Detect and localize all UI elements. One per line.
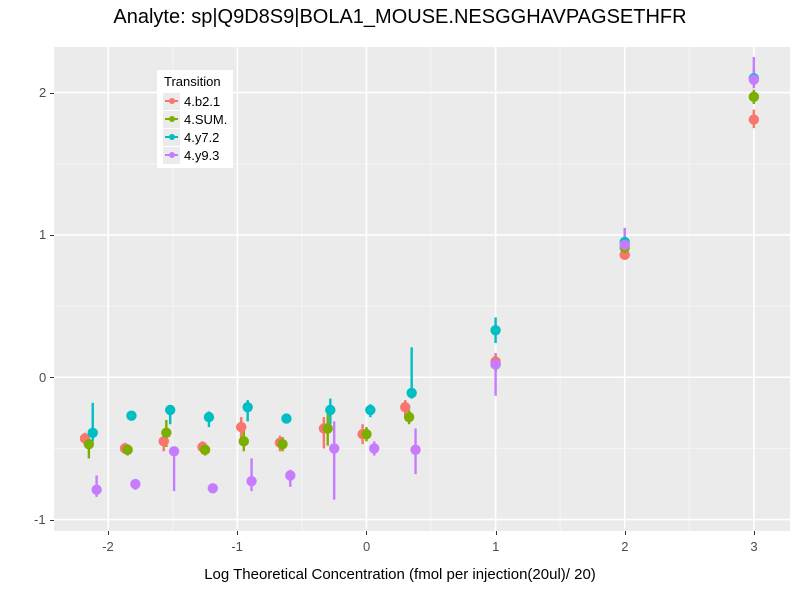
legend-key-icon bbox=[163, 110, 180, 128]
data-point bbox=[158, 436, 169, 447]
y-tick-label: -1 bbox=[34, 512, 46, 528]
data-point bbox=[748, 74, 760, 85]
legend-item-4-y7-2[interactable]: 4.y7.2 bbox=[163, 128, 227, 146]
legend: Transition 4.b2.1 4.SUM. 4.y7.2 4.y9.3 bbox=[157, 70, 234, 168]
data-point bbox=[281, 413, 292, 424]
data-point bbox=[236, 421, 247, 433]
data-point bbox=[203, 411, 215, 423]
x-tick-label: 0 bbox=[362, 539, 371, 554]
data-point bbox=[322, 423, 333, 434]
data-point bbox=[130, 478, 141, 490]
y-tick-mark bbox=[50, 92, 54, 94]
legend-label: 4.y7.2 bbox=[184, 129, 220, 145]
legend-key-icon bbox=[163, 92, 180, 110]
legend-key-icon bbox=[163, 146, 180, 164]
legend-item-4-sum-[interactable]: 4.SUM. bbox=[163, 110, 227, 128]
chart-title: Analyte: sp|Q9D8S9|BOLA1_MOUSE.NESGGHAVP… bbox=[113, 6, 687, 28]
data-point bbox=[361, 429, 372, 440]
data-point bbox=[238, 436, 250, 447]
data-point bbox=[369, 443, 380, 454]
y-tick-mark bbox=[50, 234, 54, 236]
data-point bbox=[277, 438, 288, 450]
data-point bbox=[87, 427, 98, 438]
x-tick-label: 3 bbox=[750, 539, 758, 554]
data-point bbox=[365, 404, 376, 416]
data-point bbox=[748, 91, 760, 103]
x-tick-mark bbox=[366, 531, 368, 535]
data-point bbox=[619, 239, 630, 251]
x-tick-label: -2 bbox=[102, 539, 114, 554]
data-point bbox=[165, 404, 176, 416]
data-point bbox=[490, 359, 501, 370]
y-tick-mark bbox=[50, 377, 54, 379]
legend-title: Transition bbox=[164, 74, 221, 89]
data-point bbox=[285, 470, 296, 481]
legend-item-4-y9-3[interactable]: 4.y9.3 bbox=[163, 146, 227, 164]
data-point bbox=[161, 427, 172, 438]
x-tick-mark bbox=[495, 531, 497, 535]
data-point bbox=[410, 444, 421, 456]
data-point bbox=[328, 443, 340, 454]
data-point bbox=[490, 325, 501, 336]
data-point bbox=[199, 444, 211, 456]
data-point bbox=[619, 249, 630, 261]
y-tick-mark bbox=[50, 519, 54, 521]
y-tick-label: 1 bbox=[39, 227, 47, 243]
x-tick-mark bbox=[108, 531, 110, 535]
legend-item-4-b2-1[interactable]: 4.b2.1 bbox=[163, 92, 227, 110]
legend-label: 4.SUM. bbox=[184, 111, 228, 127]
x-tick-label: 1 bbox=[492, 539, 500, 554]
data-point bbox=[403, 411, 415, 423]
y-tick-label: 2 bbox=[39, 85, 47, 101]
data-point bbox=[246, 475, 257, 487]
data-point bbox=[325, 404, 336, 416]
data-point bbox=[122, 444, 133, 456]
x-tick-label: -1 bbox=[231, 539, 243, 554]
data-point bbox=[91, 484, 102, 495]
data-point bbox=[242, 401, 253, 413]
legend-key-icon bbox=[163, 128, 180, 146]
data-point bbox=[400, 401, 411, 413]
y-tick-label: 0 bbox=[39, 369, 47, 385]
x-tick-mark bbox=[237, 531, 239, 535]
data-point bbox=[168, 446, 180, 457]
x-axis-label: Log Theoretical Concentration (fmol per … bbox=[204, 566, 596, 583]
data-point bbox=[748, 114, 760, 125]
data-point bbox=[406, 387, 417, 399]
legend-label: 4.y9.3 bbox=[184, 147, 220, 163]
x-tick-mark bbox=[624, 531, 626, 535]
data-point bbox=[126, 410, 137, 421]
data-point bbox=[83, 438, 95, 450]
data-point bbox=[207, 483, 219, 494]
x-tick-label: 2 bbox=[621, 539, 629, 554]
legend-label: 4.b2.1 bbox=[184, 93, 221, 109]
x-tick-mark bbox=[753, 531, 755, 535]
